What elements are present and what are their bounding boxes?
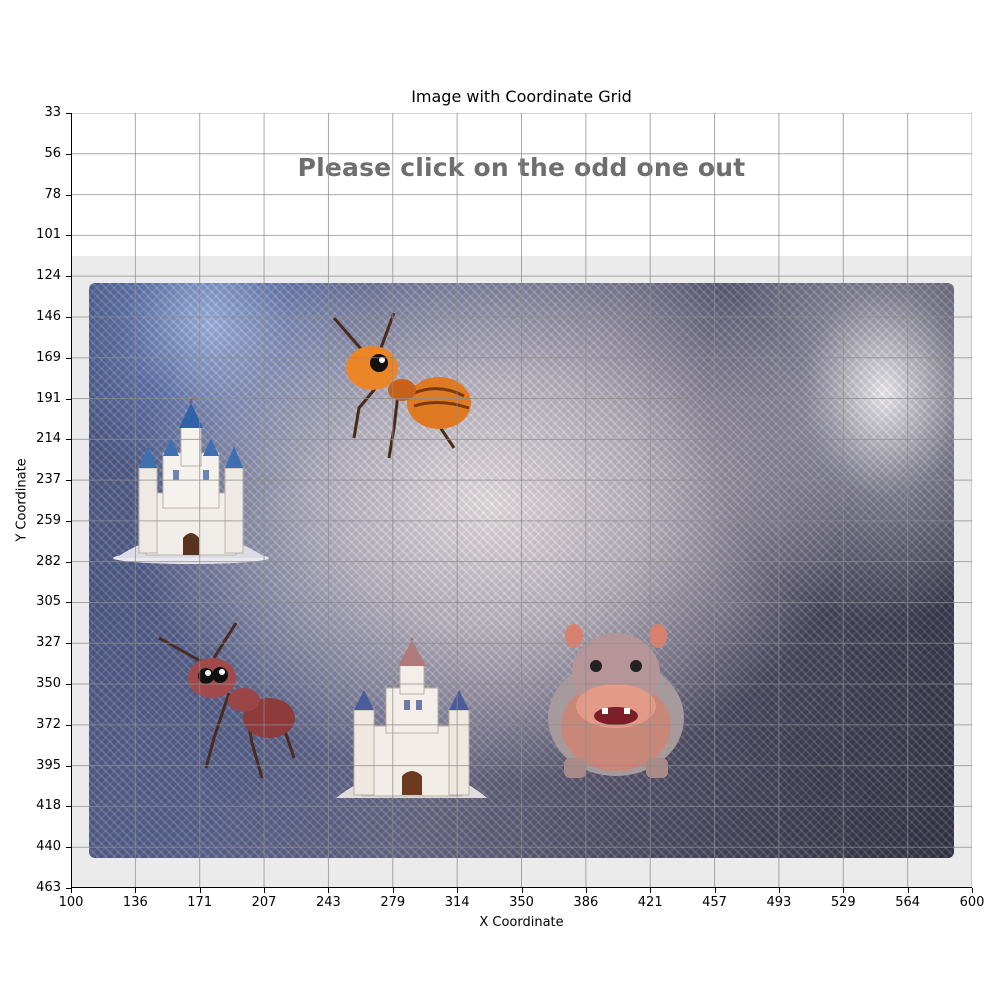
captcha-prompt: Please click on the odd one out: [297, 153, 746, 182]
x-tick-label: 493: [766, 895, 792, 910]
x-tick-mark: [392, 888, 394, 893]
x-tick-label: 457: [702, 895, 727, 910]
y-tick-mark: [66, 847, 71, 849]
x-tick-mark: [71, 888, 72, 893]
y-tick-mark: [66, 561, 71, 563]
y-tick-label: 463: [36, 880, 61, 895]
x-tick-label: 171: [187, 895, 213, 910]
x-tick-mark: [843, 888, 845, 893]
y-tick-label: 33: [44, 105, 61, 120]
y-tick-mark: [66, 724, 71, 726]
y-tick-label: 327: [36, 635, 61, 651]
y-tick-mark: [66, 888, 71, 889]
x-tick-label: 386: [573, 895, 599, 910]
x-tick-mark: [585, 888, 587, 893]
x-tick-label: 564: [895, 895, 921, 910]
x-tick-label: 350: [509, 895, 534, 910]
y-tick-mark: [66, 316, 71, 318]
ant-icon[interactable]: [144, 618, 304, 788]
x-tick-label: 529: [830, 895, 856, 910]
x-tick-mark: [650, 888, 652, 893]
x-tick-label: 136: [122, 895, 148, 910]
y-tick-mark: [66, 113, 71, 114]
y-tick-label: 305: [36, 594, 61, 610]
y-tick-mark: [66, 398, 71, 400]
y-tick-label: 282: [36, 553, 61, 569]
captcha-image-stage[interactable]: [89, 283, 954, 858]
y-tick-mark: [66, 153, 71, 155]
y-tick-mark: [66, 439, 71, 441]
x-tick-label: 100: [58, 895, 84, 910]
x-tick-mark: [264, 888, 266, 893]
plot-area: Please click on the odd one out: [71, 113, 972, 888]
ant-icon[interactable]: [314, 308, 484, 468]
y-tick-label: 124: [36, 268, 61, 284]
y-axis-label: Y Coordinate: [14, 458, 30, 542]
y-tick-label: 440: [36, 839, 61, 855]
x-tick-mark: [778, 888, 780, 893]
y-tick-label: 146: [36, 308, 61, 324]
x-tick-mark: [457, 888, 459, 893]
y-tick-mark: [66, 480, 71, 482]
y-tick-label: 191: [36, 390, 61, 406]
x-tick-mark: [907, 888, 909, 893]
y-tick-mark: [66, 520, 71, 522]
y-tick-mark: [66, 276, 71, 278]
y-tick-label: 418: [36, 798, 61, 814]
y-tick-mark: [66, 357, 71, 359]
y-tick-label: 372: [36, 716, 61, 732]
x-tick-label: 421: [637, 895, 663, 910]
y-tick-label: 169: [36, 349, 61, 365]
hippo-icon[interactable]: [544, 618, 689, 783]
x-tick-mark: [135, 888, 137, 893]
castle-icon[interactable]: [111, 398, 271, 568]
y-tick-mark: [66, 235, 71, 237]
x-tick-mark: [521, 888, 523, 893]
y-tick-label: 56: [44, 145, 61, 161]
plot-title: Image with Coordinate Grid: [411, 87, 632, 106]
y-tick-mark: [66, 602, 71, 604]
y-tick-mark: [66, 643, 71, 645]
y-tick-label: 259: [36, 512, 61, 528]
y-tick-label: 101: [36, 227, 61, 243]
castle-icon[interactable]: [334, 638, 489, 803]
x-tick-mark: [714, 888, 716, 893]
y-tick-label: 78: [44, 186, 61, 202]
x-tick-label: 243: [316, 895, 341, 910]
y-tick-mark: [66, 684, 71, 686]
x-tick-mark: [972, 888, 973, 893]
x-tick-label: 314: [444, 895, 470, 910]
y-tick-label: 214: [36, 431, 61, 447]
x-tick-label: 207: [251, 895, 277, 910]
x-tick-mark: [328, 888, 330, 893]
y-tick-mark: [66, 806, 71, 808]
y-tick-mark: [66, 765, 71, 767]
x-tick-label: 600: [959, 895, 985, 910]
y-tick-mark: [66, 194, 71, 196]
x-tick-mark: [199, 888, 201, 893]
y-tick-label: 237: [36, 472, 61, 488]
x-axis-label: X Coordinate: [479, 915, 564, 930]
y-tick-label: 395: [36, 757, 61, 773]
captcha-frame: [71, 256, 972, 888]
x-tick-label: 279: [380, 895, 406, 910]
y-tick-label: 350: [36, 676, 61, 692]
captcha-header: Please click on the odd one out: [71, 113, 972, 256]
